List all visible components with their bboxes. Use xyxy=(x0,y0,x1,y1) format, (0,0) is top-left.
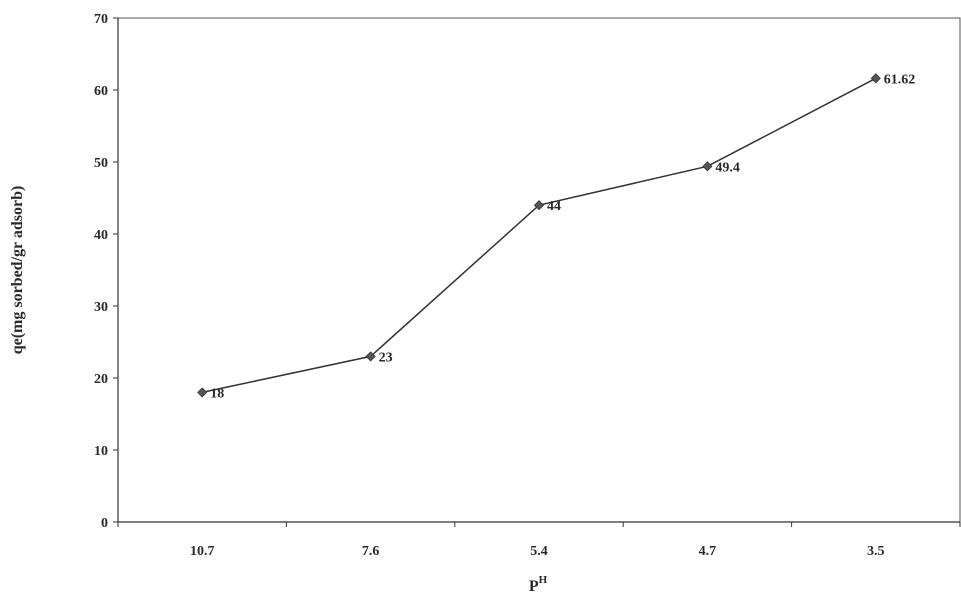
y-tick-label: 70 xyxy=(94,12,108,27)
x-tick-label: 3.5 xyxy=(867,544,885,559)
x-axis-title: PH xyxy=(529,574,548,595)
x-axis: 10.7 7.6 5.4 4.7 3.5 xyxy=(118,522,960,559)
x-tick-label: 10.7 xyxy=(190,544,215,559)
data-label: 49.4 xyxy=(715,160,740,175)
data-label: 18 xyxy=(210,386,224,401)
x-tick-label: 4.7 xyxy=(699,544,717,559)
data-label: 44 xyxy=(547,199,561,214)
y-tick-label: 30 xyxy=(94,300,108,315)
data-label: 23 xyxy=(379,350,393,365)
data-point-marker xyxy=(198,388,207,397)
series-line xyxy=(202,78,876,392)
data-labels-layer: 18 23 44 49.4 61.62 xyxy=(210,72,915,401)
series-layer xyxy=(198,74,881,397)
x-axis-title-superscript: H xyxy=(539,574,548,586)
y-tick-label: 10 xyxy=(94,444,108,459)
y-tick-label: 0 xyxy=(101,516,108,531)
data-label: 61.62 xyxy=(884,72,916,87)
x-tick-label: 5.4 xyxy=(530,544,548,559)
y-tick-label: 60 xyxy=(94,84,108,99)
data-point-marker xyxy=(871,74,880,83)
plot-area-frame xyxy=(118,18,960,522)
x-axis-title-base: P xyxy=(529,578,539,595)
y-axis-title: qe(mg sorbed/gr adsorb) xyxy=(9,186,26,355)
y-tick-label: 50 xyxy=(94,156,108,171)
x-tick-label: 7.6 xyxy=(362,544,380,559)
data-point-marker xyxy=(703,162,712,171)
y-axis: 0 10 20 30 40 50 60 70 xyxy=(94,12,118,531)
y-tick-label: 40 xyxy=(94,228,108,243)
y-tick-label: 20 xyxy=(94,372,108,387)
